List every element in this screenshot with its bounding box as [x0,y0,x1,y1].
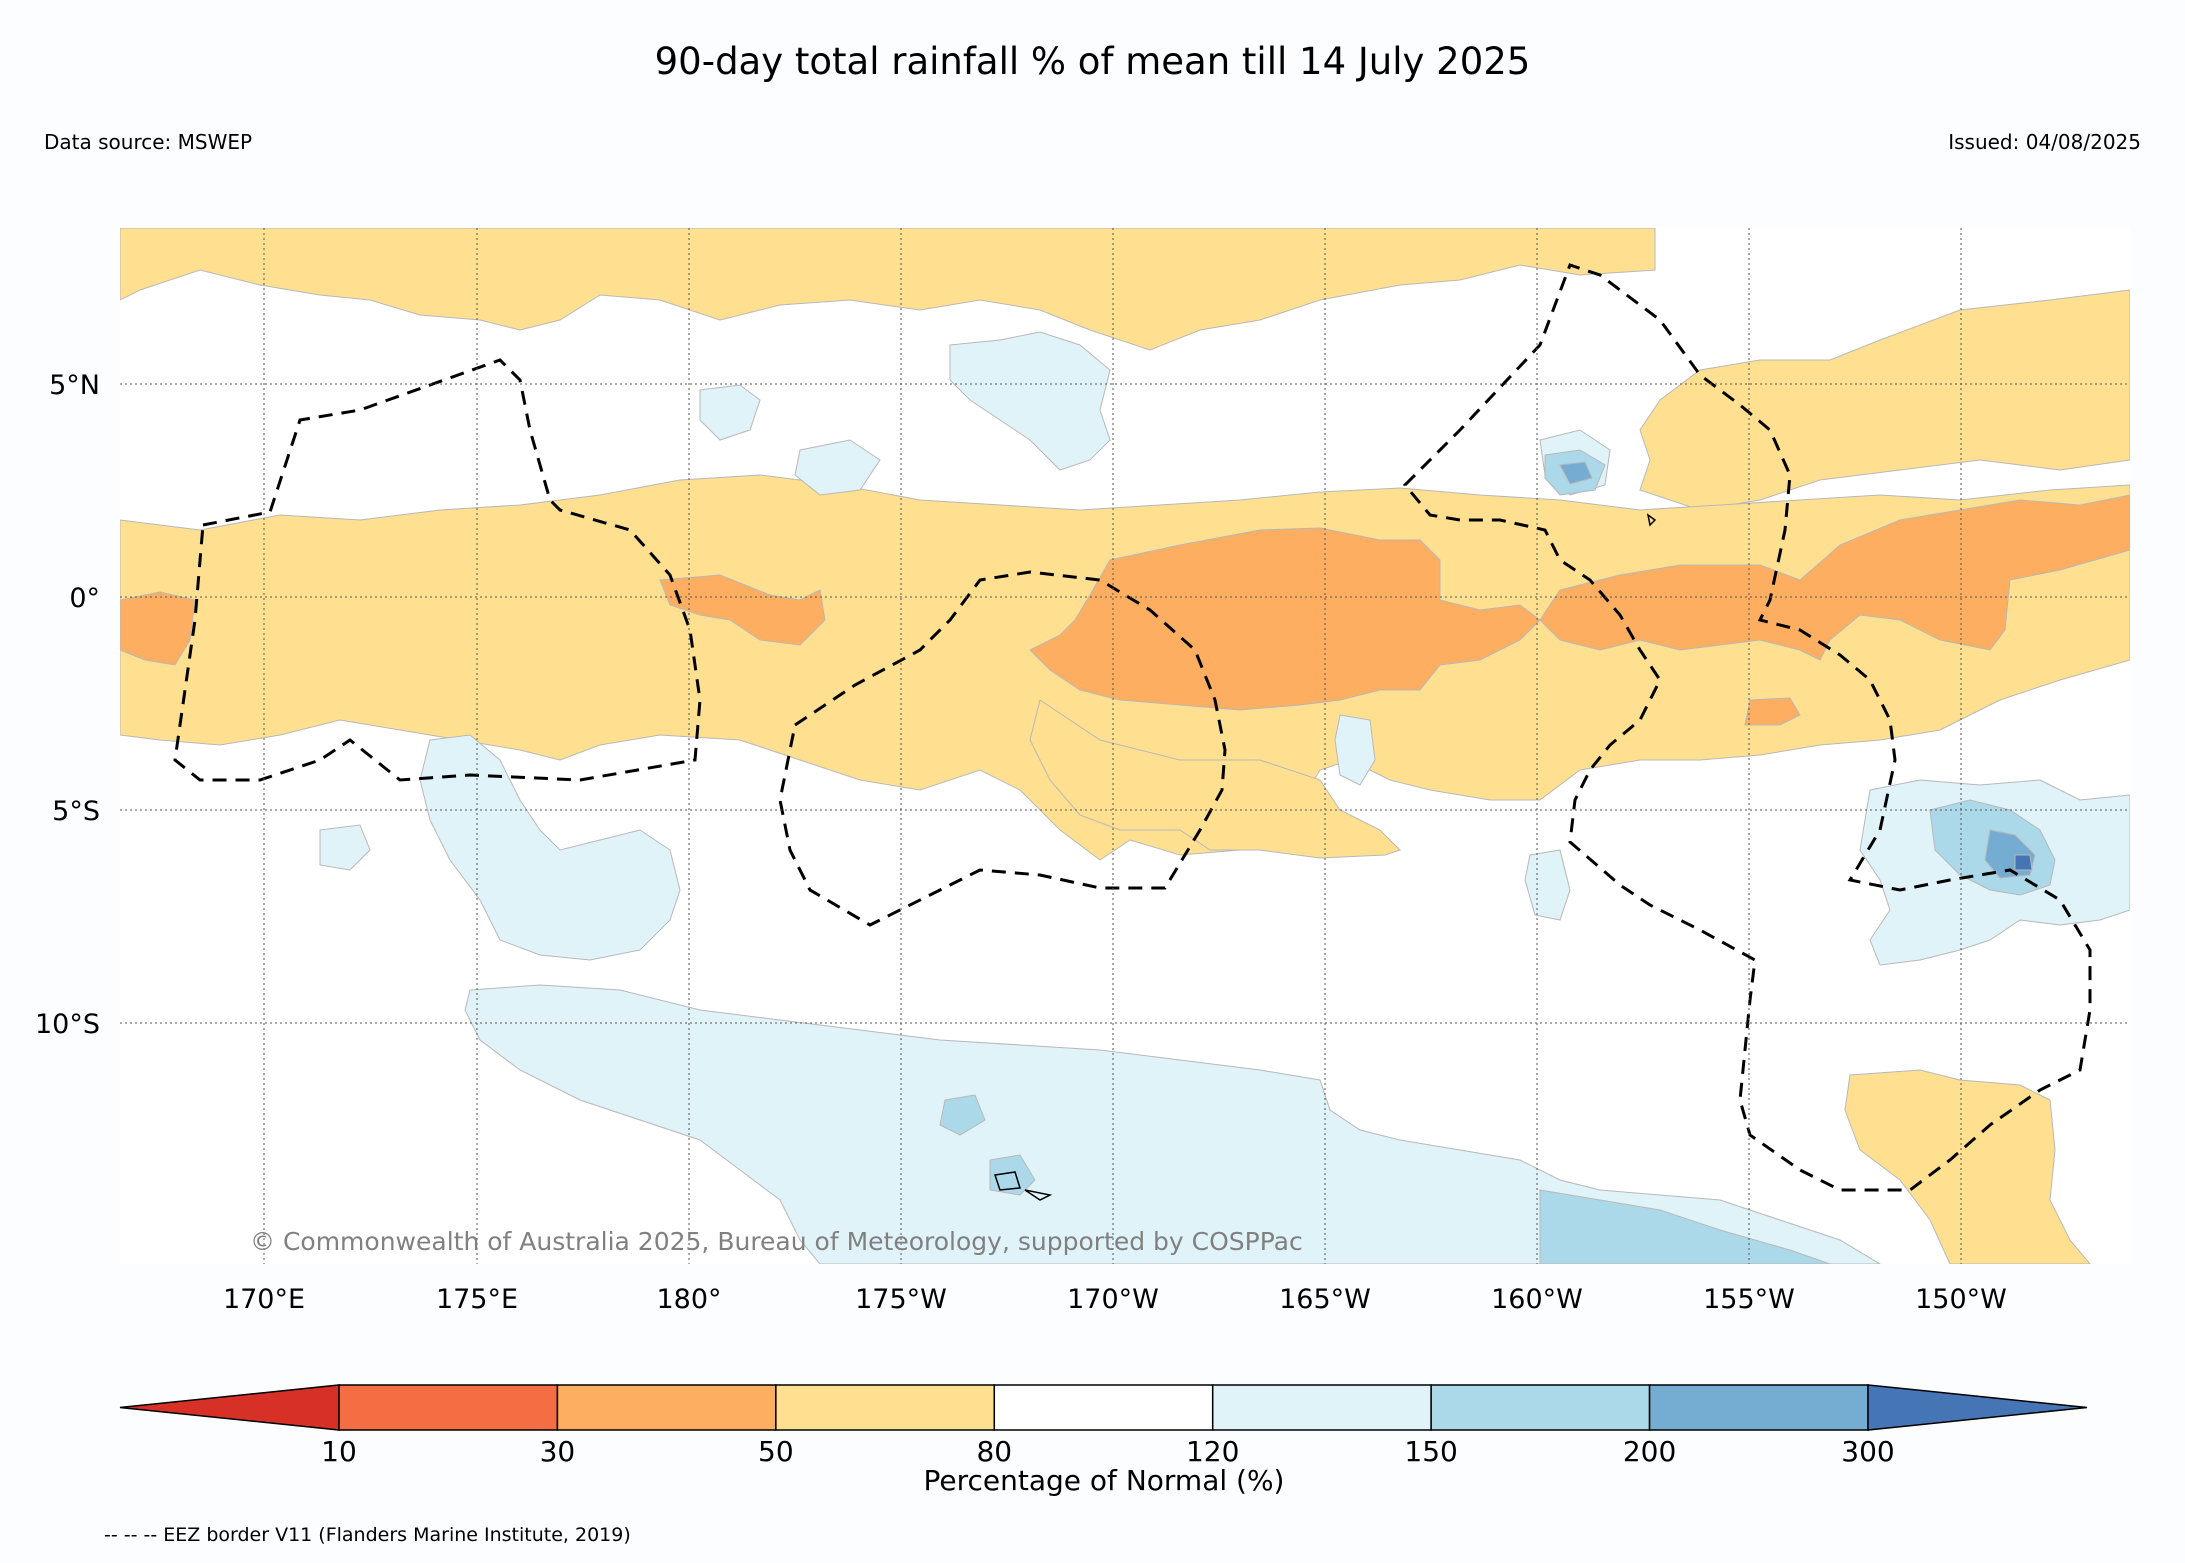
wet-region-small-3 [319,824,371,871]
wet-region-north-mid [794,439,881,496]
colorbar-tick-label: 10 [321,1435,357,1468]
eez-border-central [778,570,1227,927]
colorbar [119,1384,2088,1431]
colorbar-tick-label: 150 [1404,1435,1457,1468]
lon-label-175e: 175°E [436,1284,518,1315]
colorbar-ticks: 10 30 50 80 120 150 200 300 [321,1435,1895,1468]
very-dry-patch-south [1744,697,1801,726]
lon-label-150w: 150°W [1915,1284,2007,1315]
lon-label-180: 180° [656,1284,721,1315]
lon-label-175w: 175°W [855,1284,947,1315]
eez-footnote: -- -- -- EEZ border V11 (Flanders Marine… [104,1524,631,1546]
wettest-region-north [1559,461,1593,485]
graticule [120,228,2130,1264]
colorbar-label: Percentage of Normal (%) [924,1464,1285,1497]
colorbar-segment [775,1384,996,1431]
colorbar-segment [1430,1384,1651,1431]
colorbar-segment [1648,1384,1869,1431]
issued-date-label: Issued: 04/08/2025 [1948,130,2141,154]
longitude-labels: 170°E 175°E 180° 175°W 170°W 165°W 160°W… [223,1284,2007,1315]
colorbar-extend-high [1867,1384,2088,1431]
very-dry-region-central [1029,527,1541,711]
colorbar-tick-label: 120 [1186,1435,1239,1468]
wet-region-small-2 [1524,849,1571,921]
latitude-labels: 5°N 0° 5°S 10°S [35,370,100,1040]
copyright-notice: © Commonwealth of Australia 2025, Bureau… [250,1227,1303,1256]
colorbar-segment [338,1384,559,1431]
very-wet-region-south [1539,1189,1831,1264]
lon-label-155w: 155°W [1703,1284,1795,1315]
dry-region-southeast [1844,1069,2091,1264]
rainfall-field: © Commonwealth of Australia 2025, Bureau… [120,228,2130,1264]
colorbar-tick-label: 80 [976,1435,1012,1468]
colorbar-tick-label: 30 [540,1435,576,1468]
dry-region-central-south [1029,699,1401,859]
colorbar-segment [556,1384,777,1431]
dry-region-northeast [1639,289,2130,511]
lon-label-160w: 160°W [1491,1284,1583,1315]
max-wet-patch [2014,854,2033,871]
data-source-label: Data source: MSWEP [44,130,253,154]
wet-region-mid-west [419,734,681,961]
very-dry-region-east [1539,494,2130,661]
colorbar-tick-label: 200 [1623,1435,1676,1468]
island-outline [994,513,1657,1201]
lat-label-5s: 5°S [52,796,100,827]
very-dry-region-west [120,591,196,666]
lon-label-165w: 165°W [1279,1284,1371,1315]
map-title: 90-day total rainfall % of mean till 14 … [654,40,1531,83]
eez-border-east [1402,263,2092,1192]
very-dry-region-dateline [659,574,826,646]
wet-region-north-west [699,384,761,441]
lon-label-170e: 170°E [223,1284,305,1315]
lat-label-10s: 10°S [35,1009,100,1040]
lon-label-170w: 170°W [1067,1284,1159,1315]
wet-region-south-band [464,984,1881,1264]
very-wet-patch-south-central-2 [939,1094,986,1136]
lat-label-0: 0° [69,583,100,614]
colorbar-segment [1211,1384,1432,1431]
colorbar-tick-label: 50 [758,1435,794,1468]
wet-region-north-central [949,331,1111,471]
colorbar-extend-low [119,1384,340,1431]
very-wet-patch-south-central [989,1154,1036,1196]
colorbar-tick-label: 300 [1841,1435,1894,1468]
colorbar-segment [993,1384,1214,1431]
lat-label-5n: 5°N [49,370,100,401]
dry-region-north [120,228,1656,351]
wet-region-small-1 [1334,714,1376,786]
